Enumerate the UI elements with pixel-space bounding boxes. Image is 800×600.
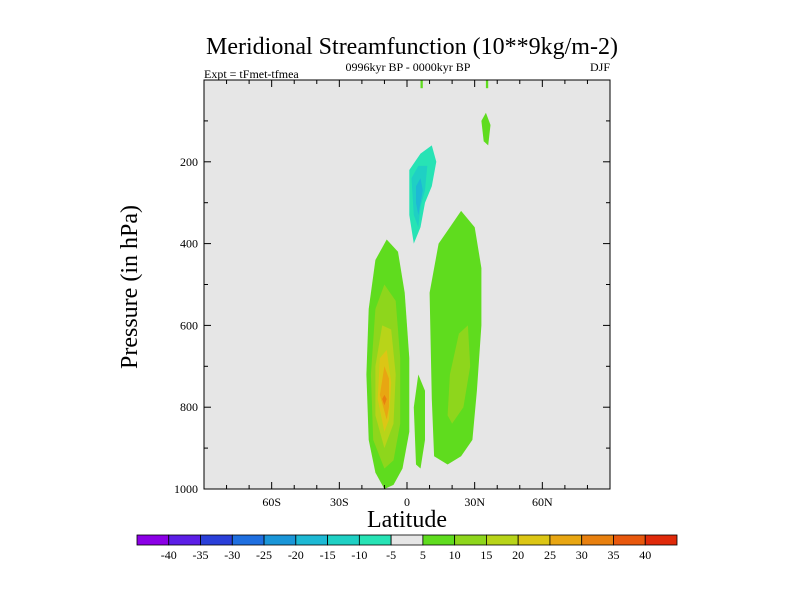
axis-ticks: 60S 30S 0 30N 60N 200 400 600 800 1000 — [174, 80, 610, 509]
x-tick-label: 0 — [404, 495, 410, 509]
colorbar-swatch — [358, 534, 392, 546]
colorbar-swatch — [454, 534, 487, 546]
colorbar: -40 -35 -30 -25 -20 -15 -10 -5 5 10 15 20 25 30 35 40 — [136, 534, 678, 562]
colorbar-swatch — [613, 534, 646, 546]
y-tick-label: 400 — [180, 237, 198, 251]
colorbar-swatch — [263, 534, 297, 546]
chart-title: Meridional Streamfunction (10**9kg/m-2) — [206, 34, 618, 60]
colorbar-label: 40 — [639, 548, 651, 562]
colorbar-label: -20 — [288, 548, 304, 562]
sh-negative-cell — [359, 182, 371, 260]
y-tick-label: 200 — [180, 155, 198, 169]
colorbar-label: -10 — [351, 548, 367, 562]
colorbar-swatch — [295, 534, 328, 546]
upper-positive — [485, 80, 489, 89]
colorbar-label: -25 — [256, 548, 272, 562]
colorbar-swatch — [581, 534, 614, 546]
colorbar-label: 30 — [576, 548, 588, 562]
upper-positive — [420, 80, 423, 89]
upper-positive — [481, 112, 491, 146]
sh-positive-cell — [379, 366, 389, 420]
colorbar-swatch — [200, 534, 233, 546]
x-axis-label: Latitude — [367, 507, 447, 533]
colorbar-swatch — [422, 534, 456, 546]
colorbar-swatch — [168, 534, 201, 546]
colorbar-swatch — [517, 534, 551, 546]
colorbar-label: 5 — [420, 548, 426, 562]
colorbar-label: 15 — [480, 548, 492, 562]
contour-fills — [359, 80, 520, 489]
subtitle-right: DJF — [590, 60, 610, 74]
x-tick-label: 30N — [464, 495, 485, 509]
nh-positive-cell — [429, 210, 482, 465]
colorbar-swatch — [644, 534, 678, 546]
y-axis-label: Pressure (in hPa) — [117, 205, 143, 369]
y-tick-label: 800 — [180, 400, 198, 414]
colorbar-swatch — [390, 534, 424, 546]
colorbar-swatch — [136, 534, 170, 546]
nh-outer-negative — [495, 182, 520, 440]
colorbar-label: -30 — [224, 548, 240, 562]
colorbar-label: -5 — [386, 548, 396, 562]
sh-core — [382, 394, 387, 406]
colorbar-swatch — [549, 534, 583, 546]
colorbar-label: -35 — [193, 548, 209, 562]
y-tick-label: 600 — [180, 318, 198, 332]
x-tick-label: 60S — [262, 495, 281, 509]
x-tick-label: 60N — [532, 495, 553, 509]
colorbar-label: 10 — [449, 548, 461, 562]
colorbar-label: 20 — [512, 548, 524, 562]
colorbar-label: 25 — [544, 548, 556, 562]
y-tick-label: 1000 — [174, 482, 198, 496]
colorbar-label: -15 — [320, 548, 336, 562]
colorbar-swatch — [231, 534, 265, 546]
nh-positive-cell — [447, 325, 471, 424]
colorbar-label: -40 — [161, 548, 177, 562]
nh-negative-cell — [416, 178, 423, 215]
subtitle-left: Expt = tFmet-tfmea — [204, 67, 299, 81]
subtitle-center: 0996kyr BP - 0000kyr BP — [346, 60, 471, 74]
x-tick-label: 30S — [330, 495, 349, 509]
colorbar-swatch — [486, 534, 519, 546]
nh-small-positive — [413, 374, 425, 469]
colorbar-label: 35 — [607, 548, 619, 562]
colorbar-swatch — [327, 534, 360, 546]
